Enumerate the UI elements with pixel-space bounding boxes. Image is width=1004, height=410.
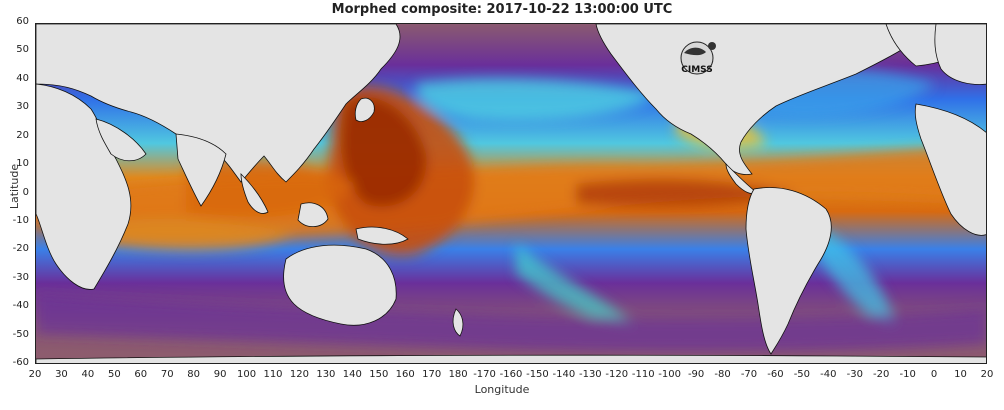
x-tick-label: -110 — [631, 369, 655, 380]
land-australia — [283, 244, 397, 326]
y-axis-label: Latitude — [8, 163, 22, 210]
y-tick-label: 0 — [22, 186, 29, 198]
x-tick-label: -120 — [605, 369, 629, 380]
x-tick-label: 0 — [930, 369, 938, 380]
y-tick-label: -40 — [12, 300, 29, 312]
x-tick-label: 130 — [316, 369, 336, 380]
land-eurasia — [36, 24, 401, 183]
y-tick-label: 30 — [16, 101, 29, 113]
y-tick-label: 40 — [16, 72, 29, 84]
map-title: Morphed composite: 2017-10-22 13:00:00 U… — [331, 2, 673, 17]
x-tick-label: -150 — [526, 369, 549, 380]
land-new-zealand — [452, 308, 464, 337]
x-tick-label: 100 — [237, 369, 257, 380]
svg-text:CIMSS: CIMSS — [681, 65, 712, 75]
land-south-america — [745, 187, 832, 355]
x-tick-label: 90 — [213, 369, 227, 380]
x-tick-label: 20 — [28, 369, 42, 380]
y-tick-label: -30 — [12, 271, 29, 283]
land-europe-west — [934, 24, 986, 85]
x-tick-label: -30 — [846, 369, 863, 380]
x-tick-label: -10 — [899, 369, 916, 380]
x-tick-label: 80 — [187, 369, 201, 380]
x-tick-label: 180 — [448, 369, 468, 380]
y-tick-label: -60 — [12, 357, 29, 368]
x-tick-label: -40 — [820, 369, 837, 380]
x-tick-label: 40 — [81, 369, 95, 380]
y-tick-label: -20 — [12, 243, 29, 255]
x-tick-label: 50 — [107, 369, 121, 380]
x-tick-label: -50 — [793, 369, 811, 380]
x-tick-label: 110 — [263, 369, 283, 380]
x-tick-label: -80 — [714, 369, 731, 380]
y-tick-label: 60 — [16, 16, 29, 27]
y-tick-label: -10 — [12, 214, 29, 226]
land-africa-west — [914, 103, 986, 236]
land-masses — [36, 24, 986, 363]
land-india — [175, 133, 227, 207]
moisture-features — [36, 29, 986, 353]
land-se-asia — [240, 173, 269, 214]
x-tick-label: -140 — [552, 369, 576, 380]
x-tick-label: -20 — [873, 369, 890, 380]
y-tick-label: 20 — [16, 129, 29, 141]
land-borneo — [297, 202, 329, 228]
x-tick-label: 30 — [55, 369, 68, 380]
x-tick-label: 10 — [954, 369, 967, 380]
land-central-america — [725, 163, 757, 194]
x-tick-label: 140 — [342, 369, 362, 380]
x-tick-label: -90 — [687, 369, 705, 380]
x-tick-label: -130 — [578, 369, 602, 380]
x-tick-label: 150 — [369, 369, 389, 380]
x-tick-label: -160 — [499, 369, 523, 380]
x-tick-label: -170 — [473, 369, 496, 380]
y-tick-label: 10 — [16, 158, 29, 170]
y-tick-label: 50 — [16, 44, 29, 56]
cimss-logo: CIMSS — [680, 41, 716, 75]
x-tick-label: -100 — [658, 369, 682, 380]
x-tick-label: 170 — [422, 369, 442, 380]
map-frame — [35, 23, 987, 364]
x-axis-label: Longitude — [474, 383, 530, 396]
x-tick-label: 60 — [134, 369, 148, 380]
x-tick-label: 160 — [395, 369, 415, 380]
land-antarctica — [36, 354, 986, 363]
x-tick-label: 20 — [980, 369, 994, 380]
x-tick-label: 70 — [160, 369, 174, 380]
y-tick-label: -50 — [12, 328, 29, 340]
x-tick-label: 120 — [289, 369, 309, 380]
land-africa — [36, 83, 132, 290]
land-new-guinea — [355, 226, 409, 245]
land-arabia — [95, 118, 147, 162]
land-japan — [354, 97, 375, 122]
x-tick-label: -60 — [767, 369, 784, 380]
moisture-map — [36, 24, 986, 363]
x-tick-label: -70 — [740, 369, 758, 380]
